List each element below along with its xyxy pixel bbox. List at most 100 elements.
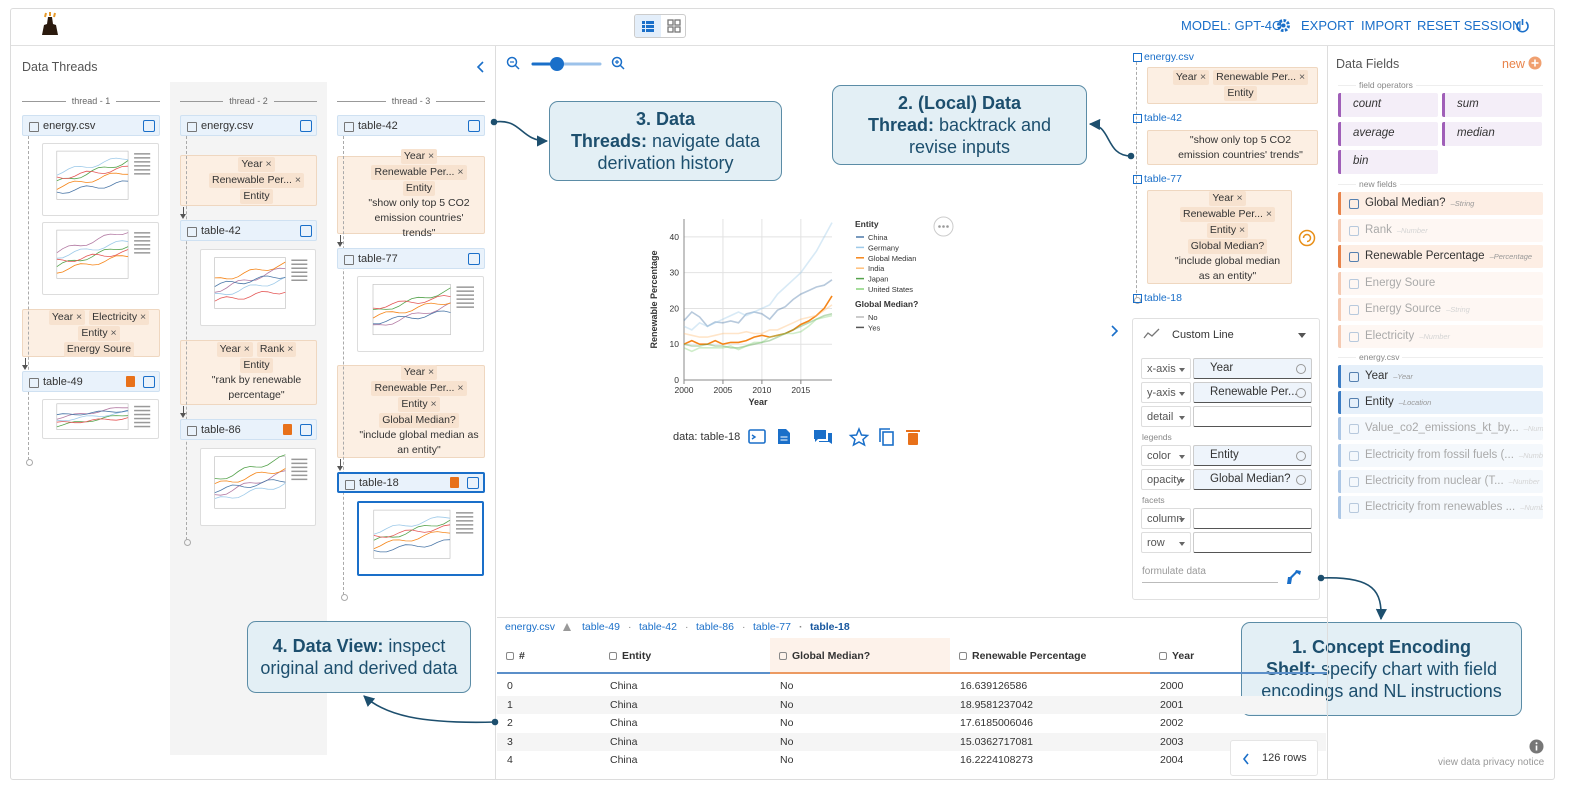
chart-menu-button[interactable] (933, 216, 954, 237)
prev-page-button[interactable] (1242, 753, 1250, 765)
info-icon[interactable] (1529, 739, 1544, 754)
chart-thumbnail[interactable] (42, 222, 159, 295)
channel-select[interactable]: color (1141, 445, 1191, 466)
column-header[interactable]: Entity (600, 638, 770, 674)
field-operator[interactable]: count (1338, 93, 1438, 117)
trigger-card[interactable]: "show only top 5 CO2 emission countries'… (1147, 130, 1318, 165)
collapse-button[interactable] (476, 61, 486, 73)
chart-thumbnail-selected[interactable] (357, 501, 484, 576)
breadcrumb-link[interactable]: table-77 (742, 621, 791, 633)
table-node[interactable]: energy.csv (180, 115, 317, 136)
prompt-input[interactable]: formulate data (1142, 566, 1278, 583)
chat-button[interactable] (814, 430, 832, 444)
delete-button[interactable] (906, 430, 920, 445)
list-view-button[interactable] (635, 15, 661, 37)
column-header[interactable]: Year (1150, 638, 1327, 674)
column-header[interactable]: # (497, 638, 600, 674)
settings-icon[interactable] (1276, 18, 1291, 33)
power-icon[interactable] (1515, 18, 1530, 33)
table-node-selected[interactable]: table-18 (337, 472, 485, 493)
field-card[interactable]: Electricity from renewables ... Number (1338, 496, 1543, 519)
field-operator[interactable]: sum (1442, 93, 1542, 117)
field-slot[interactable] (1193, 406, 1312, 427)
channel-select[interactable]: column (1141, 508, 1191, 529)
chart-type-select[interactable]: Custom Line (1172, 329, 1234, 341)
privacy-link[interactable]: view data privacy notice (1438, 757, 1545, 768)
field-operator[interactable]: bin (1338, 150, 1438, 174)
terminal-button[interactable] (748, 429, 766, 444)
field-card[interactable]: Electricity Number (1338, 324, 1543, 348)
field-operator[interactable]: median (1442, 121, 1542, 146)
reset-button[interactable]: RESET SESSION (1417, 18, 1522, 33)
duplicate-button[interactable] (879, 428, 894, 446)
field-card[interactable]: Electricity from fossil fuels (... Number (1338, 443, 1543, 467)
table-node[interactable]: energy.csv (22, 115, 160, 136)
channel-select[interactable]: x-axis (1141, 358, 1191, 379)
channel-select[interactable]: detail (1141, 406, 1191, 427)
table-node[interactable]: table-49 (22, 371, 160, 392)
channel-select[interactable]: row (1141, 532, 1191, 553)
breadcrumb-link[interactable]: table-86 (685, 621, 734, 633)
field-card[interactable]: Electricity from nuclear (T... Number (1338, 469, 1543, 493)
instruction: "rank by renewable percentage" (211, 374, 302, 401)
thumbnail-line (56, 232, 129, 254)
column-header[interactable]: Renewable Percentage (950, 638, 1150, 674)
rerun-button[interactable] (1298, 229, 1316, 247)
channel-select[interactable]: opacity (1141, 469, 1191, 490)
logo[interactable] (36, 11, 64, 39)
chart-thumbnail[interactable] (200, 249, 316, 326)
add-field-icon[interactable] (1528, 56, 1542, 70)
breadcrumb-link[interactable]: table-42 (628, 621, 677, 633)
chart-thumbnail[interactable] (42, 143, 159, 216)
local-table[interactable]: table-18 (1133, 292, 1182, 304)
field-card[interactable]: Energy Source String (1338, 298, 1543, 321)
chart-thumbnail[interactable] (357, 276, 484, 352)
field-slot[interactable]: Global Median? (1193, 469, 1312, 490)
dropdown-caret (1298, 333, 1306, 338)
field-card[interactable]: Year Year (1338, 365, 1543, 388)
field-card[interactable]: Entity Location (1338, 391, 1543, 415)
model-button[interactable]: MODEL: GPT-4O (1181, 18, 1283, 33)
channel-select[interactable]: y-axis (1141, 382, 1191, 403)
new-field-button[interactable]: new (1502, 57, 1525, 71)
trigger-card[interactable]: YearElectricityEntityEnergy Soure (22, 309, 160, 357)
zoom-control[interactable] (506, 56, 626, 72)
field-slot[interactable]: Renewable Per... (1193, 382, 1312, 403)
breadcrumb-link[interactable]: table-49 (582, 621, 620, 633)
field-slot[interactable]: Year (1193, 358, 1312, 379)
field-slot[interactable]: Entity (1193, 445, 1312, 466)
expand-button[interactable] (1110, 325, 1120, 337)
table-node[interactable]: table-42 (180, 220, 317, 241)
table-node[interactable]: table-86 (180, 419, 317, 440)
trigger-card[interactable]: YearRankEntity"rank by renewable percent… (180, 340, 317, 405)
import-button[interactable]: IMPORT (1361, 18, 1412, 33)
document-button[interactable] (778, 429, 790, 444)
local-table[interactable]: table-42 (1133, 112, 1182, 124)
export-button[interactable]: EXPORT (1301, 18, 1355, 33)
field-slot[interactable] (1193, 508, 1312, 529)
field-operator[interactable]: average (1338, 121, 1438, 146)
field-card[interactable]: Value_co2_emissions_kt_by... Number (1338, 417, 1543, 441)
star-button[interactable] (848, 427, 870, 447)
local-table[interactable]: table-77 (1133, 173, 1182, 185)
breadcrumb-link[interactable]: table-18 (799, 621, 850, 633)
table-node[interactable]: table-42 (337, 115, 485, 136)
local-table[interactable]: energy.csv (1133, 51, 1194, 63)
chart-thumbnail[interactable] (42, 399, 159, 439)
column-header[interactable]: Global Median? (770, 638, 950, 674)
formulate-button[interactable] (1285, 568, 1303, 586)
breadcrumb-link[interactable]: energy.csv (505, 621, 555, 633)
field-card[interactable]: Renewable Percentage Percentage (1338, 245, 1543, 268)
table-node[interactable]: table-77 (337, 248, 485, 269)
grid-view-button[interactable] (661, 15, 685, 37)
field-card[interactable]: Rank Number (1338, 218, 1543, 242)
field-slot[interactable] (1193, 532, 1312, 553)
field-card[interactable]: Global Median? String (1338, 192, 1543, 215)
chart-thumbnail[interactable] (200, 448, 316, 526)
field-card[interactable]: Energy Soure (1338, 271, 1543, 295)
